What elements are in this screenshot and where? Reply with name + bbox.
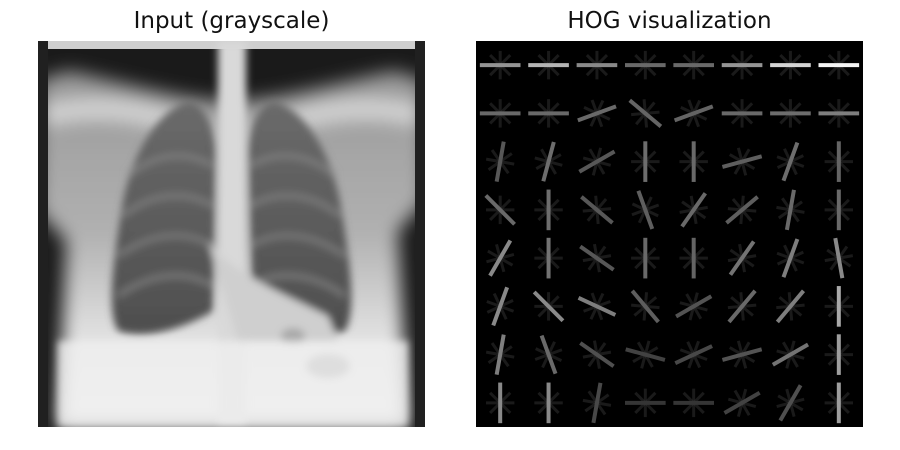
hog-cell-stroke <box>591 382 603 424</box>
hog-cell-stroke <box>491 286 510 327</box>
hog-feature-image <box>476 41 863 427</box>
hog-cell-stroke <box>675 294 713 319</box>
hog-cell-stroke <box>674 344 713 366</box>
hog-cell-stroke <box>579 244 615 272</box>
hog-cell-stroke <box>771 342 810 367</box>
hog-cell-stroke <box>494 334 506 375</box>
chest-xray-image <box>38 41 425 427</box>
hog-cell-stroke <box>636 190 655 230</box>
hog-cell-stroke <box>775 289 806 324</box>
hog-cell-stroke <box>673 104 714 123</box>
hog-visualization-title: HOG visualization <box>567 8 772 34</box>
hog-cell-stroke <box>578 149 616 174</box>
hog-cell-stroke <box>721 347 763 362</box>
hog-cell-stroke <box>625 347 666 362</box>
hog-cell-stroke <box>833 237 845 279</box>
hog-cell-stroke <box>577 295 617 317</box>
hog-cell-stroke <box>727 289 757 324</box>
hog-cell-stroke <box>580 195 614 225</box>
hog-cell-stroke <box>781 141 800 182</box>
hog-cell-stroke <box>723 390 761 415</box>
hog-cell-stroke <box>484 194 516 226</box>
hog-cell-stroke <box>781 238 800 278</box>
hog-cell-stroke <box>488 239 513 277</box>
hog-cell-stroke <box>630 289 660 324</box>
hog-cell-stroke <box>532 290 565 323</box>
hog-cell-stroke <box>680 192 707 228</box>
hog-cell-stroke <box>784 189 796 231</box>
hog-cell-stroke <box>628 98 663 128</box>
hog-cell-stroke <box>721 154 763 169</box>
hog-cell-stroke <box>541 141 556 182</box>
hog-cell-stroke <box>577 104 617 123</box>
hog-cell-stroke <box>494 141 506 182</box>
input-image-title: Input (grayscale) <box>133 8 330 34</box>
hog-cell-stroke <box>728 240 756 276</box>
hog-cell-stroke <box>725 195 759 225</box>
hog-cell-stroke <box>539 334 558 375</box>
hog-cell-stroke <box>579 341 615 368</box>
hog-cell-stroke <box>778 384 803 422</box>
